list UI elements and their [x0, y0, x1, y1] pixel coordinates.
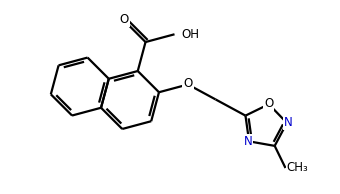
Text: CH₃: CH₃ [287, 161, 308, 174]
Text: O: O [264, 97, 273, 110]
Text: O: O [183, 77, 192, 90]
Text: N: N [244, 135, 253, 148]
Text: N: N [284, 116, 292, 129]
Text: OH: OH [182, 28, 200, 41]
Text: O: O [120, 13, 129, 26]
